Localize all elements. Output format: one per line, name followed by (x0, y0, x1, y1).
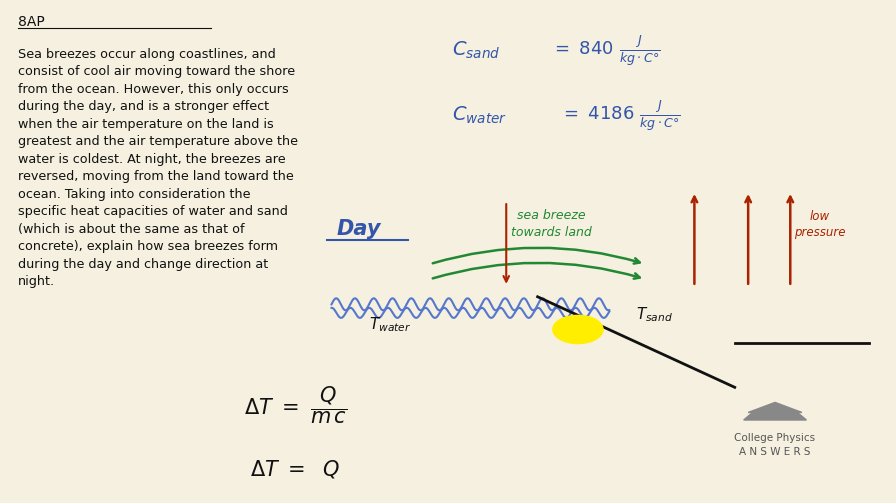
Text: Sea breezes occur along coastlines, and
consist of cool air moving toward the sh: Sea breezes occur along coastlines, and … (18, 48, 297, 288)
Text: $\Delta T \ = \ \ Q$: $\Delta T \ = \ \ Q$ (250, 458, 341, 480)
Text: $= \ 4186 \ \frac{J}{kg \cdot C°}$: $= \ 4186 \ \frac{J}{kg \cdot C°}$ (560, 99, 681, 133)
Text: $C_{sand}$: $C_{sand}$ (452, 40, 501, 61)
Text: College Physics
A N S W E R S: College Physics A N S W E R S (735, 433, 815, 457)
Circle shape (553, 315, 603, 344)
Polygon shape (744, 412, 806, 420)
Text: $T_{sand}$: $T_{sand}$ (635, 305, 673, 324)
Text: 8AP: 8AP (18, 15, 45, 29)
Text: $= \ 840 \ \frac{J}{kg \cdot C°}$: $= \ 840 \ \frac{J}{kg \cdot C°}$ (551, 33, 660, 67)
Text: $\Delta T \ = \ \dfrac{Q}{m \, c}$: $\Delta T \ = \ \dfrac{Q}{m \, c}$ (244, 384, 348, 426)
Text: low
pressure: low pressure (794, 210, 846, 239)
Polygon shape (748, 402, 802, 412)
Text: Day: Day (336, 219, 381, 239)
Text: sea breeze
towards land: sea breeze towards land (511, 209, 591, 239)
Text: $T_{water}$: $T_{water}$ (368, 315, 411, 334)
Text: $C_{water}$: $C_{water}$ (452, 105, 508, 126)
